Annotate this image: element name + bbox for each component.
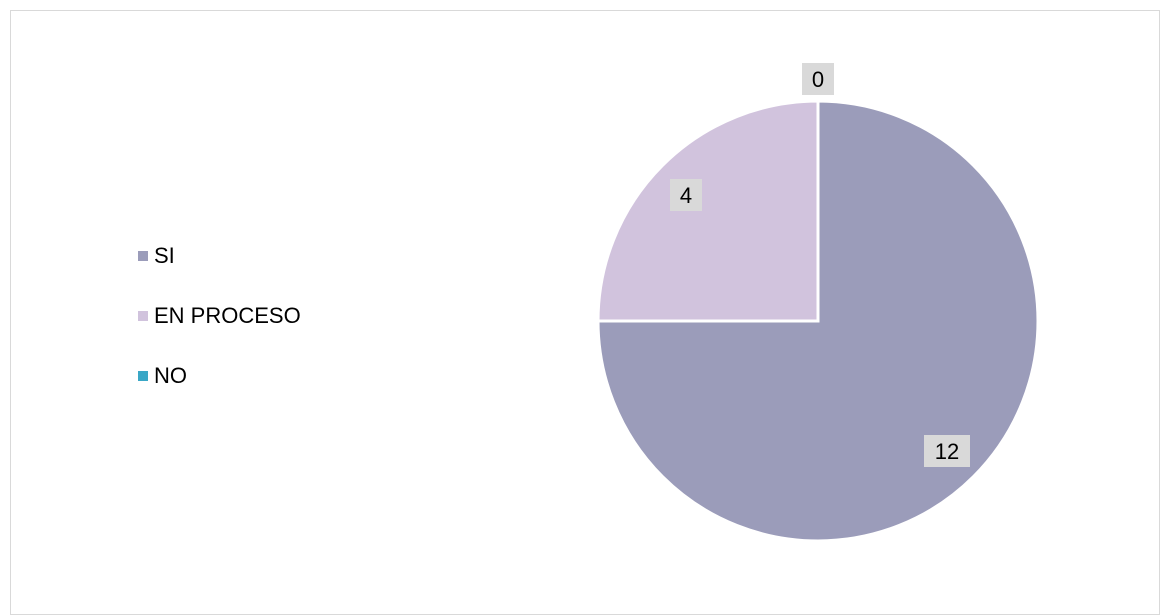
- legend-swatch-si: [138, 251, 148, 261]
- legend-label-si: SI: [154, 243, 175, 268]
- data-label-no: 0: [802, 63, 834, 95]
- data-label-bg-si: [924, 435, 970, 467]
- data-label-en-proceso: 4: [670, 179, 702, 211]
- legend-swatch-no: [138, 371, 148, 381]
- legend-item-no: NO: [138, 356, 301, 396]
- data-label-si: 12: [924, 435, 970, 467]
- legend-item-en-proceso: EN PROCESO: [138, 296, 301, 336]
- data-label-text-si: 12: [935, 439, 959, 464]
- pie-slices: [596, 99, 1040, 543]
- data-label-text-no: 0: [812, 67, 824, 92]
- data-label-bg-en-proceso: [670, 179, 702, 211]
- pie-data-labels: 12 4 0: [670, 63, 970, 467]
- legend-swatch-en-proceso: [138, 311, 148, 321]
- legend-label-en-proceso: EN PROCESO: [154, 303, 301, 328]
- data-label-bg-no: [802, 63, 834, 95]
- legend-item-si: SI: [138, 236, 301, 276]
- data-label-text-en-proceso: 4: [680, 183, 692, 208]
- legend: SI EN PROCESO NO: [138, 236, 301, 416]
- legend-label-no: NO: [154, 363, 187, 388]
- pie-slice-en-proceso: [596, 99, 820, 323]
